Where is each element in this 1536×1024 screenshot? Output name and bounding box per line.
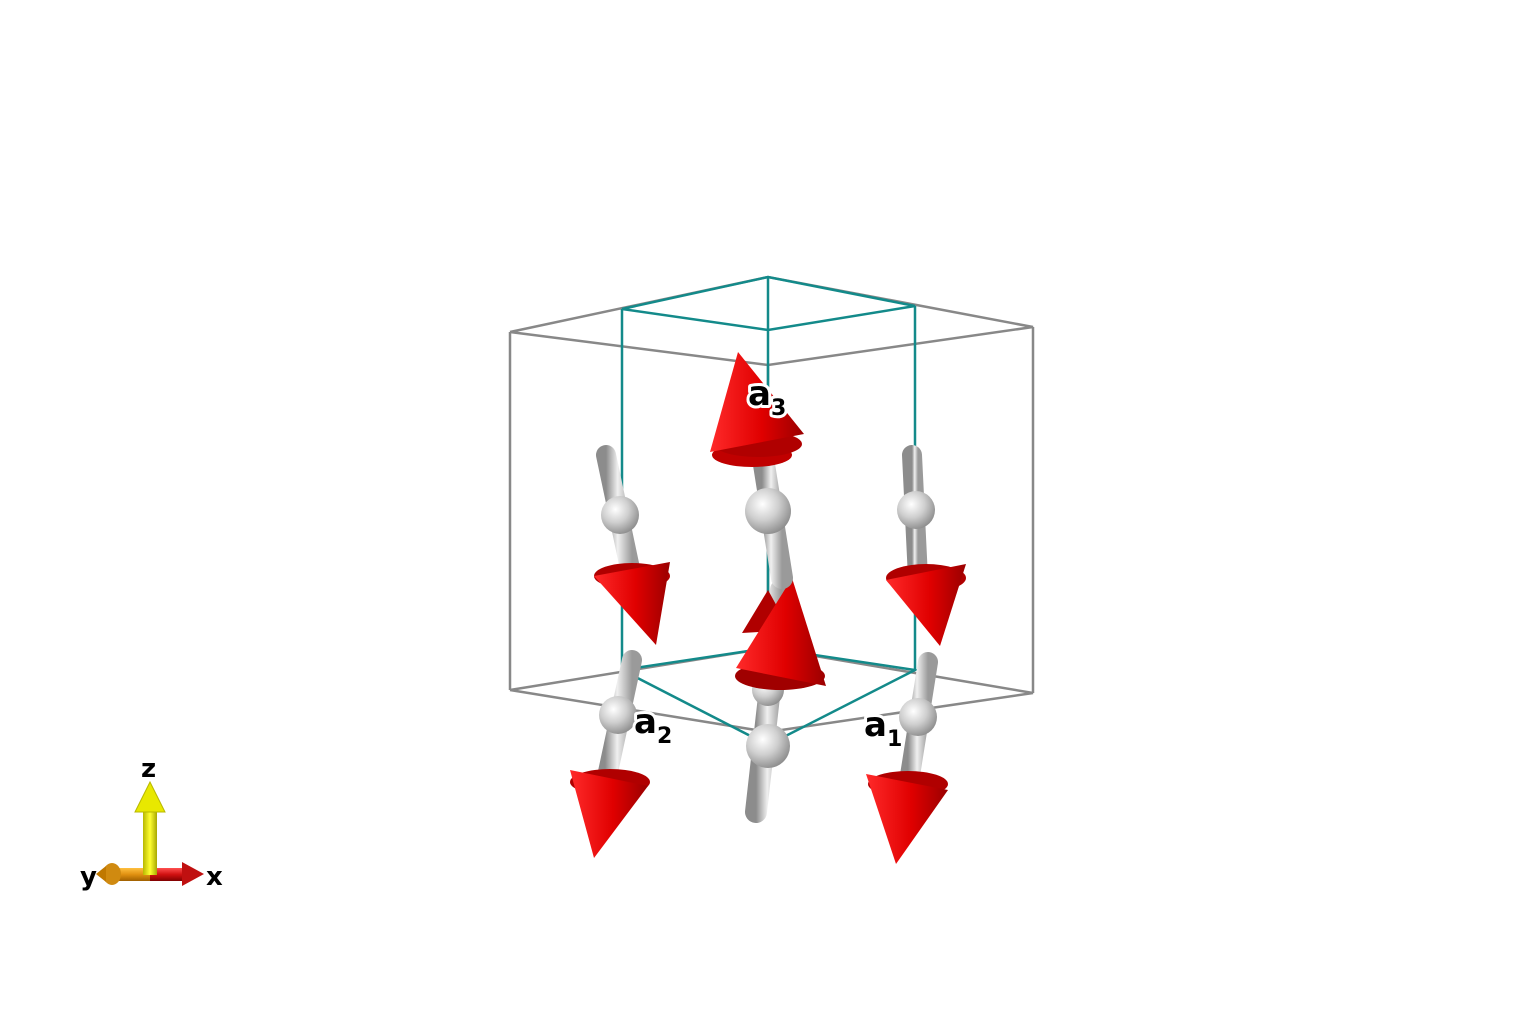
svg-text:a1: a1	[864, 705, 902, 752]
y-axis-arrow	[96, 863, 152, 885]
magnetic-atom-site	[594, 445, 670, 645]
lattice-vector-label-a1: a1	[861, 702, 905, 755]
magnetic-atom-site	[886, 445, 966, 646]
magnetic-atom-site	[866, 652, 948, 864]
orientation-axes-gizmo: z y x	[80, 754, 223, 892]
axis-label-x: x	[206, 862, 223, 892]
spin-down-arrow	[886, 564, 966, 646]
svg-text:a2: a2	[634, 702, 672, 749]
svg-text:a3: a3	[748, 374, 786, 421]
lattice-vector-label-a3: a3	[745, 371, 789, 424]
axis-label-z: z	[141, 754, 156, 784]
magnetic-atom-site	[735, 578, 826, 823]
magnetic-atom-site	[570, 650, 650, 858]
z-axis-arrow	[134, 780, 166, 875]
x-axis-arrow	[150, 862, 204, 886]
spin-up-arrow	[710, 352, 804, 467]
axis-label-y: y	[80, 862, 97, 892]
spin-down-arrow	[570, 769, 650, 858]
lattice-vector-label-a2: a2	[631, 699, 675, 752]
spin-down-arrow	[866, 771, 948, 864]
magnetic-atom-site	[710, 352, 804, 589]
spin-down-arrow	[594, 562, 670, 645]
spin-up-arrow	[735, 578, 826, 690]
